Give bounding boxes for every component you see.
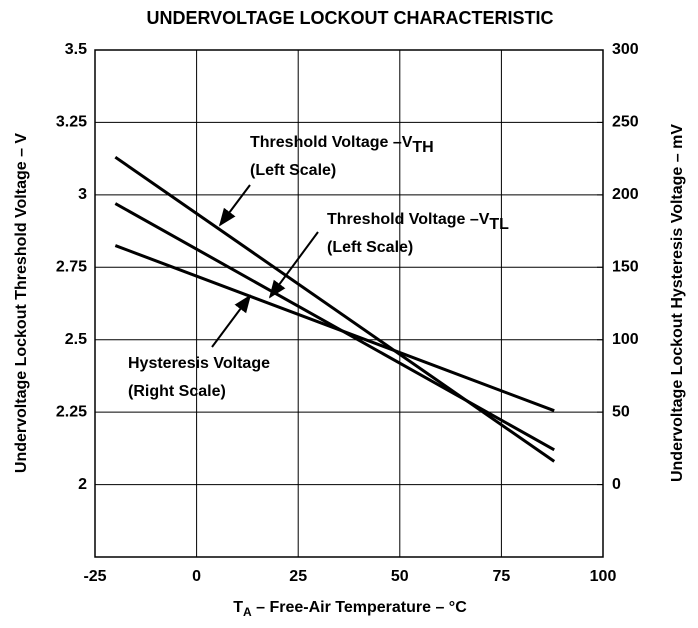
- annotation-scale: (Right Scale): [128, 383, 226, 400]
- line-series: [114, 244, 555, 413]
- x-axis-label: TA – Free-Air Temperature – °C: [233, 599, 467, 619]
- y2-tick-label: 150: [612, 259, 639, 276]
- annotation-sub: TH: [412, 139, 433, 156]
- line-series: [114, 155, 556, 463]
- annotation-arrow: [268, 231, 319, 299]
- x-tick-label: 0: [192, 568, 201, 585]
- y-tick-label: 3: [78, 186, 87, 203]
- y-tick-label: 2: [78, 476, 87, 493]
- x-tick-label: 50: [391, 568, 409, 585]
- y2-tick-label: 300: [612, 41, 639, 58]
- y-tick-label: 3.25: [56, 114, 87, 131]
- annotation-text: Hysteresis Voltage: [128, 355, 270, 372]
- annotation-arrow: [218, 184, 251, 227]
- annotation-sub: TL: [489, 216, 509, 233]
- x-label-sub: A: [243, 605, 252, 619]
- y2-axis-label: Undervoltage Lockout Hysteresis Voltage …: [669, 124, 686, 482]
- x-label-rest: – Free-Air Temperature – °C: [252, 599, 468, 616]
- y-axis-label: Undervoltage Lockout Threshold Voltage –…: [13, 133, 30, 474]
- y2-tick-label: 0: [612, 476, 621, 493]
- x-tick-label: 75: [493, 568, 511, 585]
- annotation-text: Threshold Voltage –V: [327, 211, 490, 228]
- annotation: Threshold Voltage –VTL: [327, 211, 509, 233]
- y2-tick-label: 250: [612, 114, 639, 131]
- plot-frame: [94, 49, 604, 558]
- x-tick-label: 100: [590, 568, 617, 585]
- y-tick-label: 2.5: [65, 331, 87, 348]
- x-tick-label: -25: [83, 568, 106, 585]
- y2-tick-label: 200: [612, 186, 639, 203]
- annotation-arrow: [211, 294, 252, 348]
- y-tick-label: 3.5: [65, 41, 87, 58]
- annotation: Threshold Voltage –VTH: [250, 134, 434, 156]
- x-label-main: T: [233, 599, 243, 616]
- x-tick-label: 25: [289, 568, 307, 585]
- y2-tick-label: 50: [612, 403, 630, 420]
- chart-title: UNDERVOLTAGE LOCKOUT CHARACTERISTIC: [147, 8, 554, 28]
- annotation-text: Threshold Voltage –V: [250, 134, 413, 151]
- y2-tick-label: 100: [612, 331, 639, 348]
- annotation-scale: (Left Scale): [250, 162, 336, 179]
- annotation-scale: (Left Scale): [327, 239, 413, 256]
- y-tick-label: 2.25: [56, 403, 87, 420]
- y-tick-label: 2.75: [56, 259, 87, 276]
